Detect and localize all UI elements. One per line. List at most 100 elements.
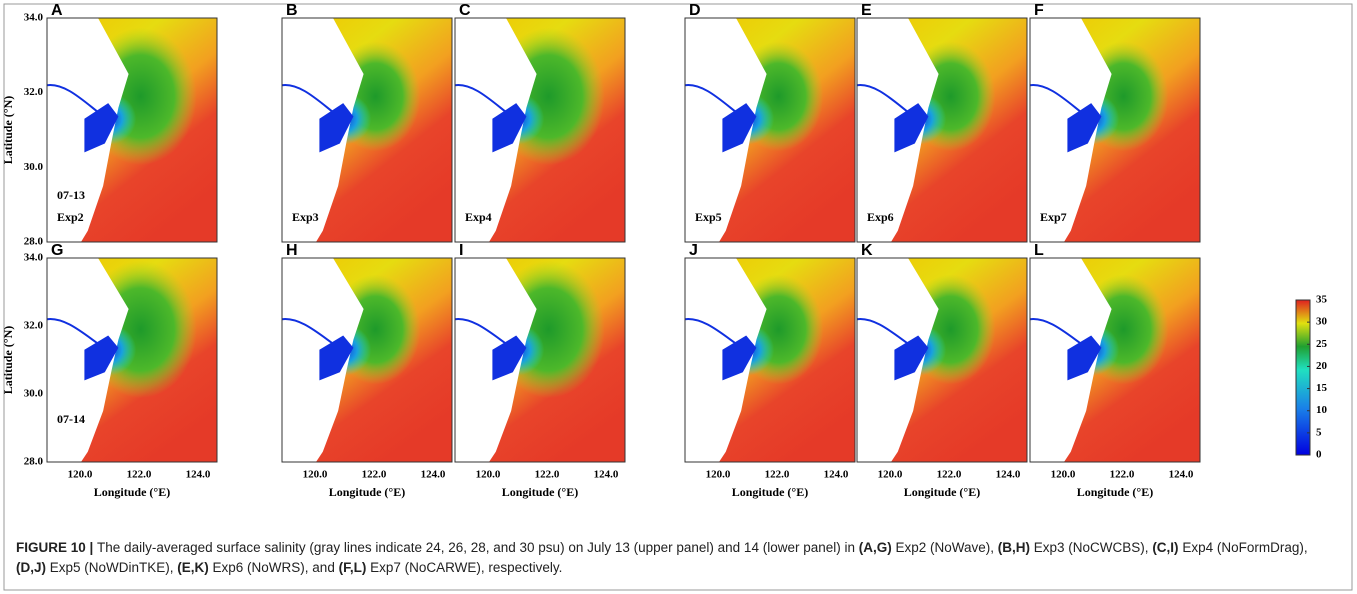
river	[684, 84, 737, 113]
estuary	[1067, 103, 1102, 153]
x-tick-label: 122.0	[1110, 469, 1135, 481]
x-tick-label: 124.0	[421, 469, 446, 481]
caption-segment: Exp4 (NoFormDrag),	[1178, 540, 1308, 555]
caption-segment: (D,J)	[16, 560, 46, 575]
colorbar	[1295, 299, 1311, 456]
estuary	[492, 335, 527, 381]
panel-letter: A	[51, 2, 63, 19]
panel-frame	[454, 17, 626, 243]
panel-letter: H	[286, 242, 298, 259]
y-tick-label: 32.0	[24, 320, 44, 332]
caption: FIGURE 10 | The daily-averaged surface s…	[16, 538, 1336, 578]
x-axis-label: Longitude (°E)	[1077, 485, 1153, 499]
river	[454, 84, 507, 113]
estuary	[722, 103, 757, 153]
x-tick-label: 120.0	[878, 469, 903, 481]
panel-letter: D	[689, 2, 701, 19]
x-tick-label: 122.0	[937, 469, 962, 481]
y-tick-label: 28.0	[24, 236, 44, 248]
date-label: 07-13	[57, 188, 85, 202]
x-tick-label: 120.0	[1051, 469, 1076, 481]
panel-letter: B	[286, 2, 298, 19]
panel-letter: I	[459, 242, 463, 259]
caption-segment: The daily-averaged surface salinity (gra…	[97, 540, 859, 555]
colorbar-tick-label: 35	[1316, 294, 1328, 306]
experiment-label: Exp4	[465, 210, 492, 224]
date-label: 07-14	[57, 412, 85, 426]
map-panel: L 120.0 122.0 124.0 Longitude (°E)	[1029, 242, 1201, 499]
map-panel: D Exp5	[684, 2, 856, 243]
map-panel: K 120.0 122.0 124.0 Longitude (°E)	[856, 242, 1028, 499]
y-tick-label: 34.0	[24, 12, 44, 24]
panel-letter: G	[51, 242, 63, 259]
panel-frame	[281, 257, 453, 463]
x-tick-label: 124.0	[594, 469, 619, 481]
panel-frame	[1029, 257, 1201, 463]
y-tick-label: 34.0	[24, 252, 44, 264]
experiment-label: Exp3	[292, 210, 319, 224]
caption-segment: (F,L)	[338, 560, 367, 575]
panel-frame	[684, 257, 856, 463]
experiment-label: Exp5	[695, 210, 722, 224]
colorbar-tick-label: 5	[1316, 426, 1322, 438]
river	[1029, 318, 1082, 345]
map-panel: C Exp4	[454, 2, 626, 243]
map-panel: G 07-14 34.0 32.0 30.0 28.0 Latitude (°N) 120.0…	[1, 242, 218, 499]
x-tick-label: 120.0	[303, 469, 328, 481]
y-axis-label: Latitude (°N)	[1, 96, 15, 164]
map-panel: A Exp2 07-13 34.0 32.0 30.0 28.0 Latitude (°N)	[1, 2, 218, 248]
panel-frame	[1029, 17, 1201, 243]
panel-letter: C	[459, 2, 471, 19]
river	[856, 318, 909, 345]
estuary	[84, 103, 119, 153]
x-axis-label: Longitude (°E)	[502, 485, 578, 499]
map-panel: B Exp3	[281, 2, 453, 243]
panel-letter: K	[861, 242, 873, 259]
river	[46, 84, 99, 113]
x-tick-label: 124.0	[824, 469, 849, 481]
x-axis-label: Longitude (°E)	[94, 485, 170, 499]
experiment-label: Exp2	[57, 210, 84, 224]
y-tick-label: 32.0	[24, 86, 44, 98]
colorbar-tick-label: 10	[1316, 404, 1328, 416]
caption-segment: (C,I)	[1152, 540, 1179, 555]
estuary	[319, 103, 354, 153]
river	[856, 84, 909, 113]
x-tick-label: 120.0	[476, 469, 501, 481]
x-axis-label: Longitude (°E)	[904, 485, 980, 499]
river	[281, 84, 334, 113]
estuary	[894, 335, 929, 381]
river	[46, 318, 99, 345]
panel-frame	[684, 17, 856, 243]
experiment-label: Exp7	[1040, 210, 1067, 224]
estuary	[1067, 335, 1102, 381]
panel-frame	[856, 17, 1028, 243]
estuary	[722, 335, 757, 381]
map-panel: H 120.0 122.0 124.0 Longitude (°E)	[281, 242, 453, 499]
caption-segment: Exp5 (NoWDinTKE),	[46, 560, 178, 575]
x-tick-label: 124.0	[1169, 469, 1194, 481]
x-tick-label: 120.0	[706, 469, 731, 481]
x-tick-label: 120.0	[68, 469, 93, 481]
estuary	[84, 335, 119, 381]
panel-letter: E	[861, 2, 872, 19]
map-panel: F Exp7	[1029, 2, 1201, 243]
caption-segment: FIGURE 10 |	[16, 540, 98, 555]
colorbar-tick-label: 25	[1316, 338, 1328, 350]
x-tick-label: 122.0	[362, 469, 387, 481]
panel-frame	[454, 257, 626, 463]
caption-segment: (B,H)	[997, 540, 1031, 555]
x-axis-label: Longitude (°E)	[732, 485, 808, 499]
panel-letter: F	[1034, 2, 1044, 19]
map-panel: I 120.0 122.0 124.0 Longitude (°E)	[454, 242, 626, 499]
x-tick-label: 122.0	[765, 469, 790, 481]
x-axis-label: Longitude (°E)	[329, 485, 405, 499]
panel-frame	[281, 17, 453, 243]
x-tick-label: 122.0	[127, 469, 152, 481]
estuary	[894, 103, 929, 153]
colorbar-tick-label: 20	[1316, 360, 1328, 372]
river	[684, 318, 737, 345]
experiment-label: Exp6	[867, 210, 894, 224]
river	[1029, 84, 1082, 113]
